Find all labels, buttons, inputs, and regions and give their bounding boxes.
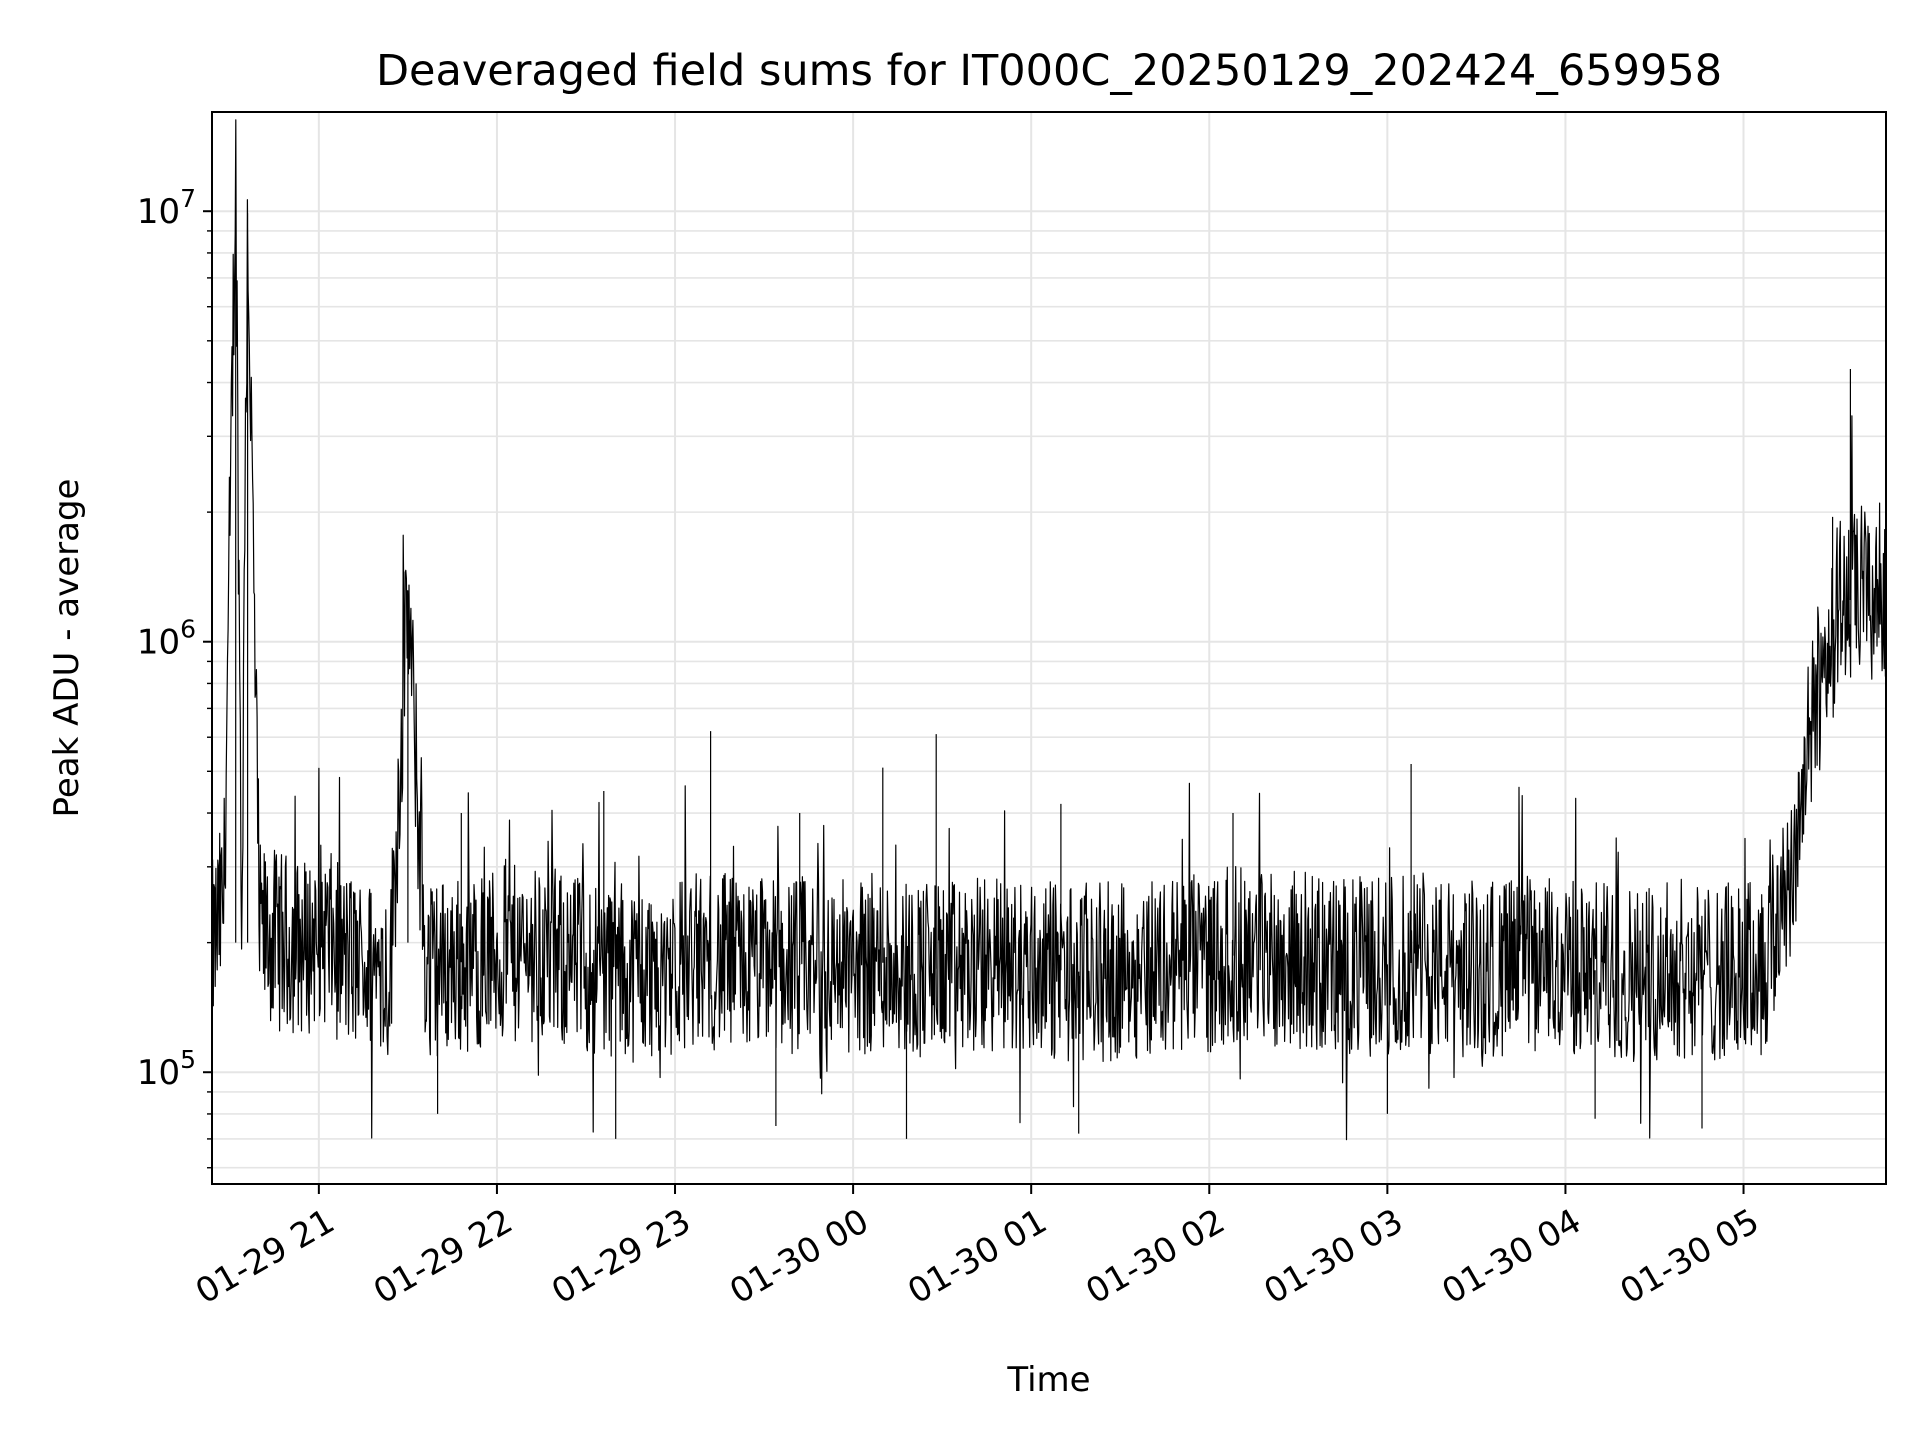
plot-frame [211, 111, 1887, 1185]
y-tick-label: 105 [137, 1045, 196, 1093]
series-group [211, 119, 1887, 1141]
y-tick-label: 107 [137, 184, 196, 232]
y-axis-label: Peak ADU - average [47, 479, 87, 818]
chart-title: Deaveraged field sums for IT000C_2025012… [376, 46, 1722, 96]
x-axis-label: Time [1006, 1360, 1090, 1400]
series-line [211, 119, 1887, 1141]
grid [212, 112, 1886, 1184]
y-tick-label: 106 [137, 615, 196, 663]
